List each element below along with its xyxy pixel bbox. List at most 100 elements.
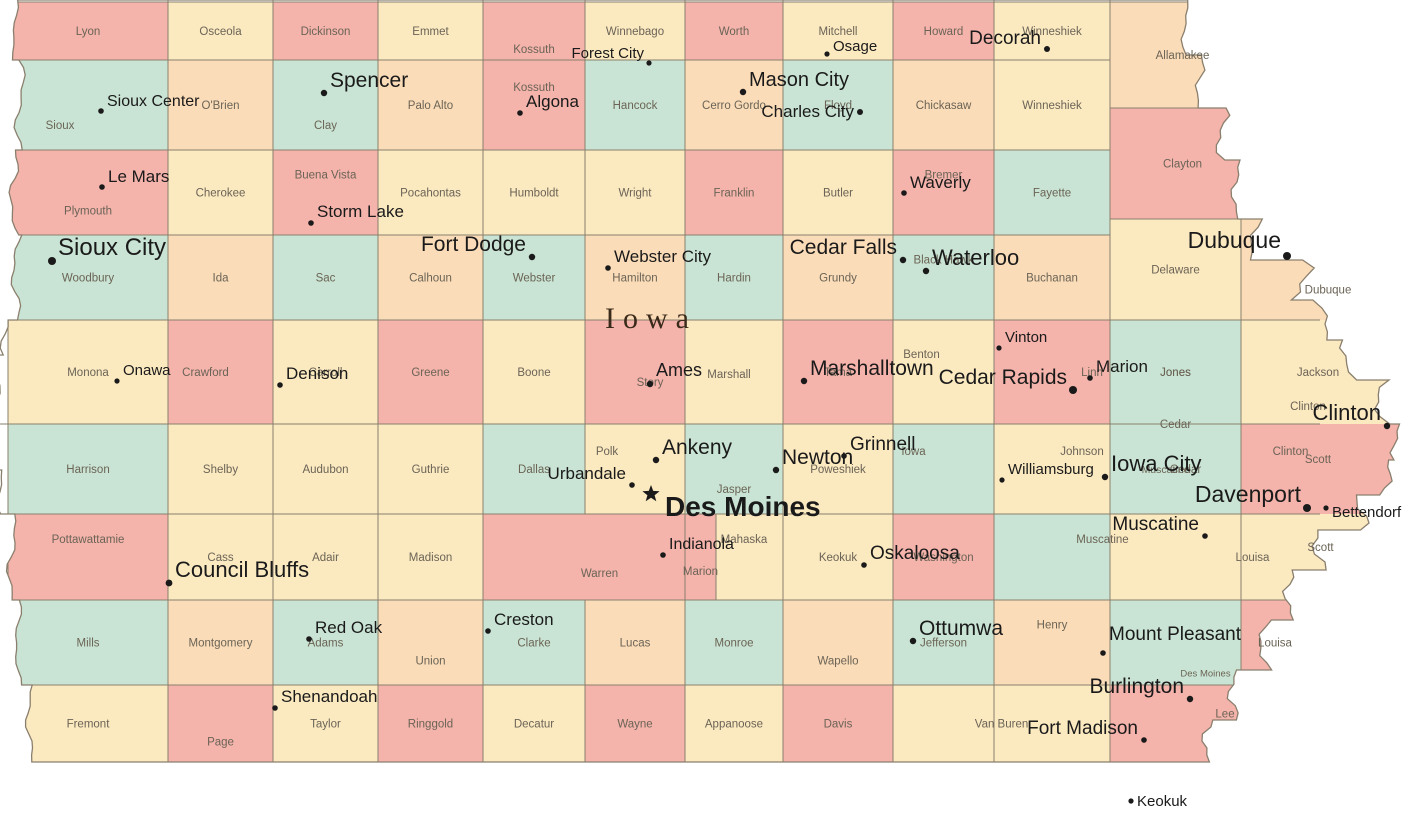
svg-text:Jones: Jones	[1160, 367, 1191, 379]
svg-text:Fort Madison: Fort Madison	[1027, 718, 1138, 739]
svg-text:Marion: Marion	[683, 566, 718, 578]
svg-text:Fayette: Fayette	[1033, 188, 1071, 200]
svg-text:Ida: Ida	[213, 273, 230, 285]
svg-text:Fort Dodge: Fort Dodge	[421, 233, 526, 256]
svg-text:Iowa: Iowa	[605, 302, 697, 335]
svg-text:Onawa: Onawa	[123, 362, 171, 379]
svg-text:Pottawattamie: Pottawattamie	[52, 534, 125, 546]
svg-text:Keokuk: Keokuk	[1137, 793, 1188, 810]
svg-text:Algona: Algona	[526, 92, 579, 111]
svg-text:Osceola: Osceola	[199, 26, 242, 38]
svg-text:Shelby: Shelby	[203, 464, 238, 476]
svg-text:Clarke: Clarke	[517, 638, 550, 650]
svg-text:Polk: Polk	[596, 446, 619, 458]
svg-text:Chickasaw: Chickasaw	[916, 100, 972, 112]
svg-text:Clinton: Clinton	[1313, 400, 1381, 425]
svg-text:Council Bluffs: Council Bluffs	[175, 557, 309, 582]
svg-text:Crawford: Crawford	[182, 367, 229, 379]
svg-text:Henry: Henry	[1037, 620, 1068, 632]
svg-text:Decatur: Decatur	[514, 719, 554, 731]
svg-text:Worth: Worth	[719, 26, 749, 38]
svg-text:Clinton: Clinton	[1273, 446, 1309, 458]
svg-text:Des Moines: Des Moines	[665, 491, 821, 522]
svg-text:Buchanan: Buchanan	[1026, 273, 1078, 285]
svg-text:Waverly: Waverly	[910, 173, 971, 192]
svg-text:Franklin: Franklin	[714, 188, 755, 200]
svg-text:Hardin: Hardin	[717, 273, 751, 285]
svg-text:Grundy: Grundy	[819, 273, 857, 285]
svg-text:O'Brien: O'Brien	[202, 100, 240, 112]
svg-text:Van Buren: Van Buren	[975, 719, 1029, 731]
svg-text:Taylor: Taylor	[310, 719, 341, 731]
svg-text:Adams: Adams	[308, 638, 344, 650]
svg-text:Iowa City: Iowa City	[1111, 451, 1201, 476]
svg-text:Indianola: Indianola	[669, 536, 734, 553]
svg-text:Muscatine: Muscatine	[1076, 534, 1128, 546]
svg-text:Le Mars: Le Mars	[108, 167, 169, 186]
svg-text:Urbandale: Urbandale	[548, 464, 626, 483]
svg-text:Howard: Howard	[924, 26, 964, 38]
svg-text:Union: Union	[415, 656, 445, 668]
svg-text:Clayton: Clayton	[1163, 159, 1202, 171]
svg-text:Dallas: Dallas	[518, 464, 550, 476]
svg-text:Kossuth: Kossuth	[513, 44, 555, 56]
svg-text:Calhoun: Calhoun	[409, 273, 452, 285]
svg-text:Johnson: Johnson	[1060, 446, 1103, 458]
svg-text:Butler: Butler	[823, 188, 853, 200]
svg-text:Monroe: Monroe	[715, 638, 754, 650]
svg-text:Oskaloosa: Oskaloosa	[870, 543, 960, 564]
svg-text:Marion: Marion	[1096, 357, 1148, 376]
svg-text:Lyon: Lyon	[76, 26, 101, 38]
svg-text:Marshall: Marshall	[707, 369, 750, 381]
svg-text:Decorah: Decorah	[969, 28, 1041, 49]
svg-text:Creston: Creston	[494, 610, 554, 629]
svg-text:Mount Pleasant: Mount Pleasant	[1109, 624, 1242, 645]
svg-text:Forest City: Forest City	[571, 45, 644, 62]
svg-text:Vinton: Vinton	[1005, 329, 1047, 346]
svg-text:Winnebago: Winnebago	[606, 26, 664, 38]
svg-text:Hancock: Hancock	[613, 100, 658, 112]
svg-text:Scott: Scott	[1305, 454, 1332, 466]
svg-text:Page: Page	[207, 737, 234, 749]
svg-text:Pocahontas: Pocahontas	[400, 188, 461, 200]
svg-text:Monona: Monona	[67, 367, 109, 379]
svg-text:Scott: Scott	[1307, 542, 1334, 554]
svg-text:Harrison: Harrison	[66, 464, 109, 476]
svg-text:Cedar: Cedar	[1160, 419, 1191, 431]
svg-text:Marshalltown: Marshalltown	[810, 357, 934, 380]
svg-text:Cedar Falls: Cedar Falls	[790, 236, 897, 259]
svg-text:Red Oak: Red Oak	[315, 618, 383, 637]
svg-text:Madison: Madison	[409, 552, 452, 564]
svg-text:Lucas: Lucas	[620, 638, 651, 650]
svg-text:Cerro Gordo: Cerro Gordo	[702, 100, 766, 112]
svg-text:Storm Lake: Storm Lake	[317, 202, 404, 221]
svg-text:Ringgold: Ringgold	[408, 719, 453, 731]
svg-text:Clay: Clay	[314, 120, 337, 132]
svg-text:Montgomery: Montgomery	[189, 638, 253, 650]
svg-text:Cherokee: Cherokee	[196, 188, 246, 200]
svg-text:Humboldt: Humboldt	[509, 188, 559, 200]
svg-text:Wayne: Wayne	[617, 719, 652, 731]
svg-text:Adair: Adair	[312, 552, 339, 564]
svg-text:Sac: Sac	[316, 273, 336, 285]
svg-text:Wright: Wright	[618, 188, 652, 200]
svg-text:Plymouth: Plymouth	[64, 206, 112, 218]
svg-text:Cedar Rapids: Cedar Rapids	[939, 366, 1067, 389]
svg-text:Bettendorf: Bettendorf	[1332, 504, 1402, 521]
svg-text:Osage: Osage	[833, 38, 877, 55]
svg-text:Hamilton: Hamilton	[612, 273, 657, 285]
svg-text:Davenport: Davenport	[1195, 481, 1302, 507]
svg-text:Mitchell: Mitchell	[819, 26, 858, 38]
svg-text:Fremont: Fremont	[67, 719, 111, 731]
svg-text:Dubuque: Dubuque	[1188, 227, 1281, 253]
svg-text:Denison: Denison	[286, 364, 348, 383]
svg-text:Des Moines: Des Moines	[1180, 669, 1230, 680]
svg-text:Dickinson: Dickinson	[301, 26, 351, 38]
svg-text:Palo Alto: Palo Alto	[408, 100, 453, 112]
svg-text:Dubuque: Dubuque	[1305, 285, 1352, 297]
svg-text:Mason City: Mason City	[749, 69, 849, 91]
svg-text:Ankeny: Ankeny	[662, 436, 733, 459]
svg-text:Woodbury: Woodbury	[62, 273, 114, 285]
svg-text:Emmet: Emmet	[412, 26, 449, 38]
svg-text:Sioux Center: Sioux Center	[107, 93, 200, 110]
